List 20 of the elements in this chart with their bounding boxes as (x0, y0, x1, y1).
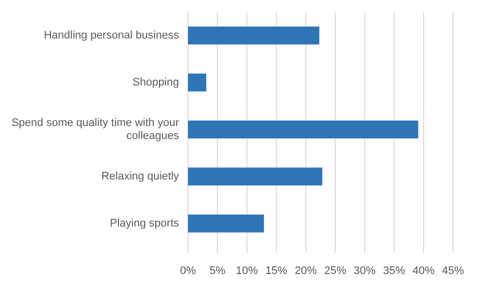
bar (188, 26, 320, 44)
x-tick-label: 35% (383, 265, 406, 277)
x-tick-label: 5% (209, 265, 226, 277)
bar (188, 74, 206, 92)
x-tick-label: 25% (324, 265, 346, 277)
y-tick-label: Handling personal business (44, 29, 180, 42)
y-tick-label: Spend some quality time with your colleagues (11, 116, 180, 142)
x-tick-label: 10% (236, 265, 258, 277)
bar (188, 168, 322, 186)
x-tick-label: 30% (354, 265, 376, 277)
x-tick-label: 45% (442, 265, 464, 277)
x-tick-label: 15% (265, 265, 288, 277)
bar (188, 120, 418, 138)
x-tick-label: 40% (412, 265, 435, 277)
x-tick-label: 20% (294, 265, 317, 277)
y-tick-label: Playing sports (110, 217, 180, 230)
x-tick-label: 0% (180, 265, 196, 277)
bar (188, 214, 264, 232)
y-tick-label: Relaxing quietly (101, 170, 180, 182)
y-tick-label: Shopping (132, 76, 179, 88)
